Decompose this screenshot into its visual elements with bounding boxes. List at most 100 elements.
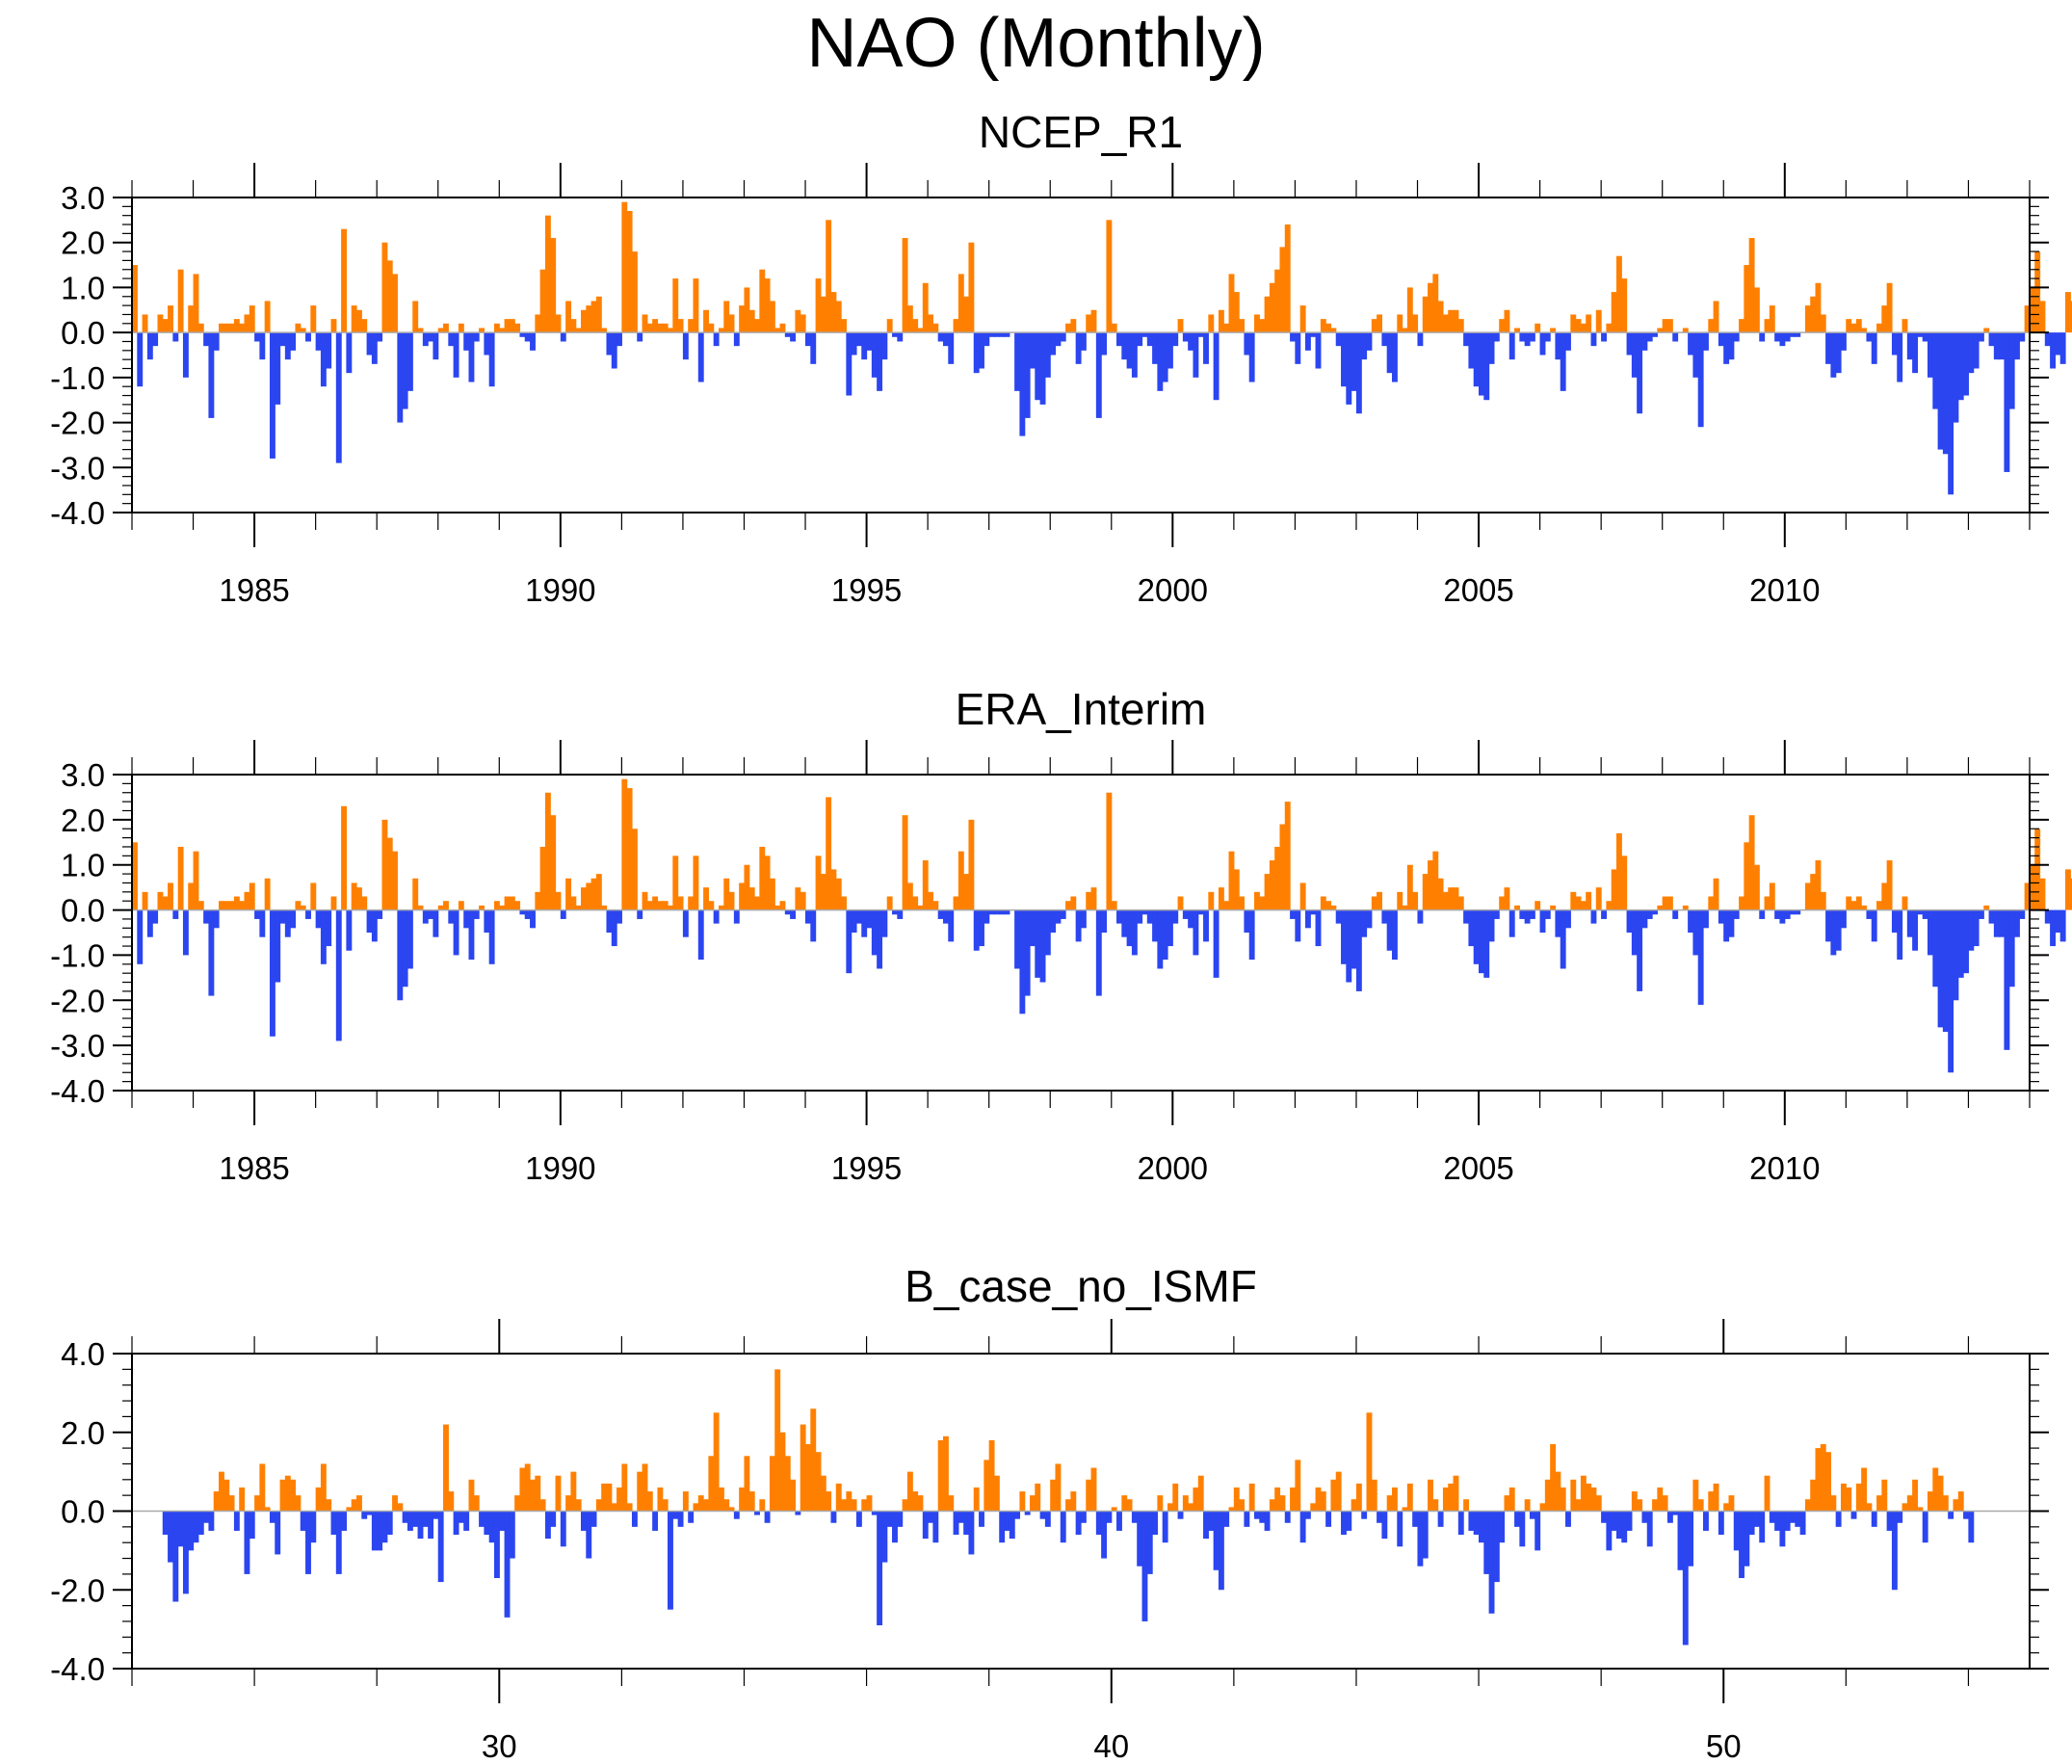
data-bar: [493, 323, 500, 333]
data-bar: [2064, 292, 2071, 333]
data-bar: [861, 332, 868, 360]
data-bar: [1876, 901, 1882, 910]
data-bar: [795, 887, 801, 910]
data-bar: [1983, 905, 1990, 910]
data-bar: [810, 1409, 817, 1512]
data-bar: [1351, 1499, 1357, 1512]
data-bar: [371, 1511, 378, 1551]
data-bar: [407, 1511, 413, 1531]
data-bar: [315, 332, 322, 351]
data-bar: [1830, 909, 1837, 956]
data-bar: [728, 1507, 735, 1512]
data-bar: [1795, 332, 1801, 337]
data-bar: [397, 1503, 404, 1512]
data-bar: [177, 846, 184, 910]
data-bar: [361, 1511, 368, 1519]
data-bar: [877, 1511, 883, 1626]
data-bar: [1269, 1499, 1275, 1512]
data-bar: [1534, 323, 1541, 333]
data-bar: [906, 305, 913, 333]
data-bar: [1539, 332, 1546, 355]
data-bar: [1718, 332, 1724, 347]
data-bar: [162, 319, 169, 333]
data-bar: [1810, 874, 1817, 910]
data-bar: [208, 909, 215, 996]
data-bar: [739, 882, 746, 910]
data-bar: [341, 228, 348, 333]
data-bar: [631, 829, 638, 910]
data-bar: [1228, 851, 1235, 910]
data-bar: [1611, 292, 1617, 333]
data-bar: [830, 869, 837, 910]
data-bar: [402, 1511, 408, 1523]
data-bar: [188, 882, 195, 910]
data-bar: [371, 909, 378, 942]
data-bar: [1182, 909, 1189, 919]
data-bar: [1637, 1499, 1643, 1512]
data-bar: [1162, 332, 1168, 382]
data-bar: [1086, 314, 1092, 333]
data-bar: [1284, 224, 1291, 333]
data-bar: [723, 878, 730, 910]
data-bar: [688, 896, 695, 910]
data-bar: [1601, 1511, 1607, 1523]
data-bar: [1957, 1491, 1964, 1512]
panel-1: NCEP_R1 -4.0 -3.0 -2.0 -1.0 0.0 1.0 2.0 3.0 1985 1…: [50, 107, 2072, 608]
data-bar: [677, 896, 684, 910]
data-bar: [1565, 332, 1571, 351]
data-bar: [1366, 1412, 1373, 1512]
data-bar: [1457, 896, 1464, 910]
data-bar: [1534, 1511, 1541, 1551]
data-bar: [973, 1487, 980, 1512]
data-bar: [1070, 896, 1077, 910]
data-bar: [1044, 909, 1051, 956]
data-bar: [1850, 901, 1857, 910]
data-bar: [642, 314, 648, 333]
data-bar: [1928, 1491, 1933, 1512]
data-bar: [1193, 909, 1199, 956]
data-bar: [366, 1511, 373, 1515]
data-bar: [458, 1511, 464, 1523]
data-bar: [259, 909, 266, 937]
data-bar: [932, 323, 939, 333]
data-bar: [1897, 1511, 1903, 1523]
data-bar: [1351, 332, 1357, 391]
data-bar: [672, 278, 679, 333]
data-bar: [1524, 332, 1531, 347]
data-bar: [754, 319, 760, 333]
data-bar: [1004, 909, 1010, 915]
data-bar: [855, 1511, 862, 1527]
data-bar: [1866, 332, 1873, 342]
data-bar: [866, 332, 873, 351]
y-tick-label: -2.0: [50, 406, 105, 441]
data-bar: [499, 1511, 506, 1531]
data-bar: [979, 332, 984, 369]
data-bar: [397, 909, 404, 1001]
data-bar: [1146, 332, 1153, 347]
data-bar: [1050, 332, 1057, 355]
data-bar: [1846, 319, 1852, 333]
y-tick-label: 0.0: [61, 315, 105, 351]
data-bar: [1928, 332, 1933, 378]
data-bar: [1514, 1511, 1520, 1527]
data-bar: [626, 1503, 633, 1512]
data-bar: [1804, 1499, 1811, 1512]
data-bar: [1830, 1495, 1837, 1512]
data-bar: [693, 278, 699, 333]
data-bar: [132, 265, 138, 333]
data-bar: [524, 1463, 531, 1512]
data-bar: [1963, 909, 1969, 974]
data-bar: [2064, 869, 2071, 910]
data-bar: [1121, 332, 1128, 360]
data-bar: [1304, 909, 1311, 929]
data-bar: [1799, 1511, 1806, 1536]
data-bar: [519, 909, 526, 915]
data-bar: [1218, 1511, 1224, 1591]
data-bar: [1555, 1471, 1561, 1512]
data-bar: [1493, 1511, 1500, 1583]
data-bar: [1688, 1511, 1694, 1567]
data-bar: [1917, 332, 1924, 337]
data-bar: [830, 1511, 837, 1523]
data-bar: [805, 332, 811, 347]
data-bar: [433, 1511, 439, 1519]
